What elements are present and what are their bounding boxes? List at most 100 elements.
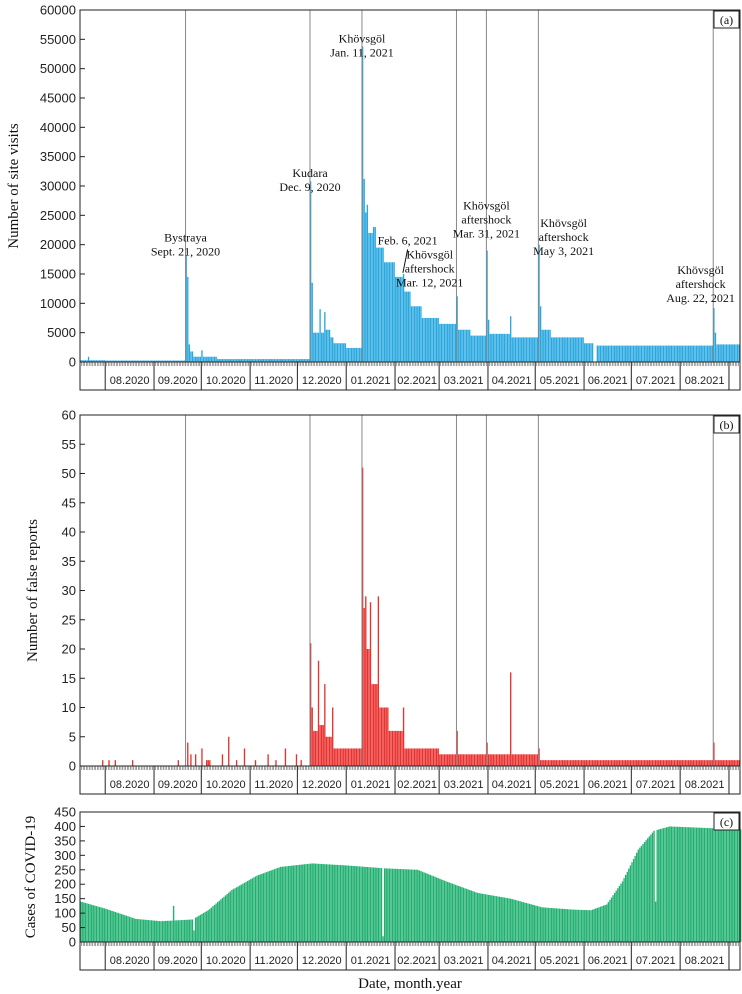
bar [451, 323, 454, 362]
bar [124, 360, 126, 362]
bar [590, 343, 592, 362]
bar [606, 345, 608, 362]
bar [298, 864, 301, 942]
annotation: Khövsgöl aftershock Mar. 12, 2021 [396, 248, 463, 290]
bar [702, 345, 704, 362]
bar [360, 347, 362, 362]
bar [705, 760, 707, 766]
month-label: 10.2020 [206, 779, 246, 791]
bar [601, 345, 603, 362]
bar [94, 905, 96, 942]
bar [321, 725, 323, 766]
bar [606, 760, 608, 766]
bar [607, 760, 610, 766]
bar [491, 754, 493, 766]
bar [128, 916, 131, 942]
bar [429, 318, 432, 362]
bar [716, 760, 718, 766]
bar [314, 332, 317, 362]
bar [580, 760, 583, 766]
bar [248, 359, 250, 362]
bar [658, 760, 660, 766]
bar [382, 247, 384, 362]
bar [369, 867, 372, 942]
bar [568, 760, 570, 766]
bar [727, 828, 729, 942]
bar [591, 760, 594, 766]
bar [395, 730, 397, 766]
bar [202, 913, 205, 942]
bar [730, 760, 732, 766]
bar [143, 360, 145, 362]
bar [599, 345, 602, 362]
y-tick-label: 30000 [40, 179, 76, 194]
bar [543, 329, 545, 362]
bar [495, 896, 498, 942]
bar [475, 335, 477, 362]
bar [92, 360, 94, 362]
bar [694, 827, 696, 942]
bar [692, 760, 695, 766]
bar [672, 345, 674, 362]
bar [700, 827, 702, 942]
bar [149, 920, 151, 942]
bar [437, 748, 439, 766]
bar [530, 337, 532, 362]
bar [539, 306, 542, 362]
bar [506, 754, 509, 766]
bar [355, 748, 357, 766]
bar [114, 911, 116, 942]
month-axis-box [79, 941, 741, 971]
bar [702, 760, 704, 766]
bar [344, 748, 346, 766]
bar [379, 867, 381, 942]
y-tick-label: 300 [54, 848, 76, 863]
bar [702, 827, 704, 942]
bar [535, 754, 537, 766]
bar [377, 596, 380, 766]
y-tick-label: 100 [54, 906, 76, 921]
bar [239, 359, 241, 362]
bar [566, 760, 569, 766]
bar [437, 878, 439, 942]
bar [302, 359, 304, 362]
bar [409, 748, 411, 766]
bar [502, 754, 504, 766]
bar [703, 345, 706, 362]
bar [450, 883, 452, 942]
y-axis-title: Number of false reports [25, 519, 41, 662]
annotation-line: Aug. 22, 2021 [666, 291, 735, 305]
bar [380, 247, 383, 362]
bar [169, 360, 172, 362]
bar [330, 864, 332, 942]
bar [198, 915, 200, 942]
bar [705, 827, 707, 942]
bar [410, 306, 413, 362]
bar [550, 908, 553, 942]
bar [302, 864, 304, 942]
bar [206, 911, 208, 942]
annotation: Khövsgöl aftershock May 3, 2021 [533, 216, 594, 258]
bar [714, 332, 717, 362]
month-label: 06.2021 [588, 955, 628, 967]
bar [358, 748, 361, 766]
bar [662, 760, 665, 766]
bar [410, 748, 413, 766]
panel-c: 08.2020 09.2020 10.2020 11.2020 12.2020 01.20… [23, 805, 742, 992]
bar [497, 754, 499, 766]
y-tick-label: 450 [54, 805, 76, 820]
bar [141, 360, 143, 362]
bar [182, 919, 184, 942]
bar [587, 760, 589, 766]
bar [697, 345, 699, 362]
bar [598, 760, 600, 766]
bar [544, 760, 547, 766]
bar [722, 760, 725, 766]
bar [658, 829, 660, 942]
bar [472, 891, 474, 942]
bar [390, 262, 392, 362]
bar [365, 596, 367, 766]
bar [135, 918, 137, 942]
bar [456, 730, 458, 766]
bar [547, 760, 550, 766]
